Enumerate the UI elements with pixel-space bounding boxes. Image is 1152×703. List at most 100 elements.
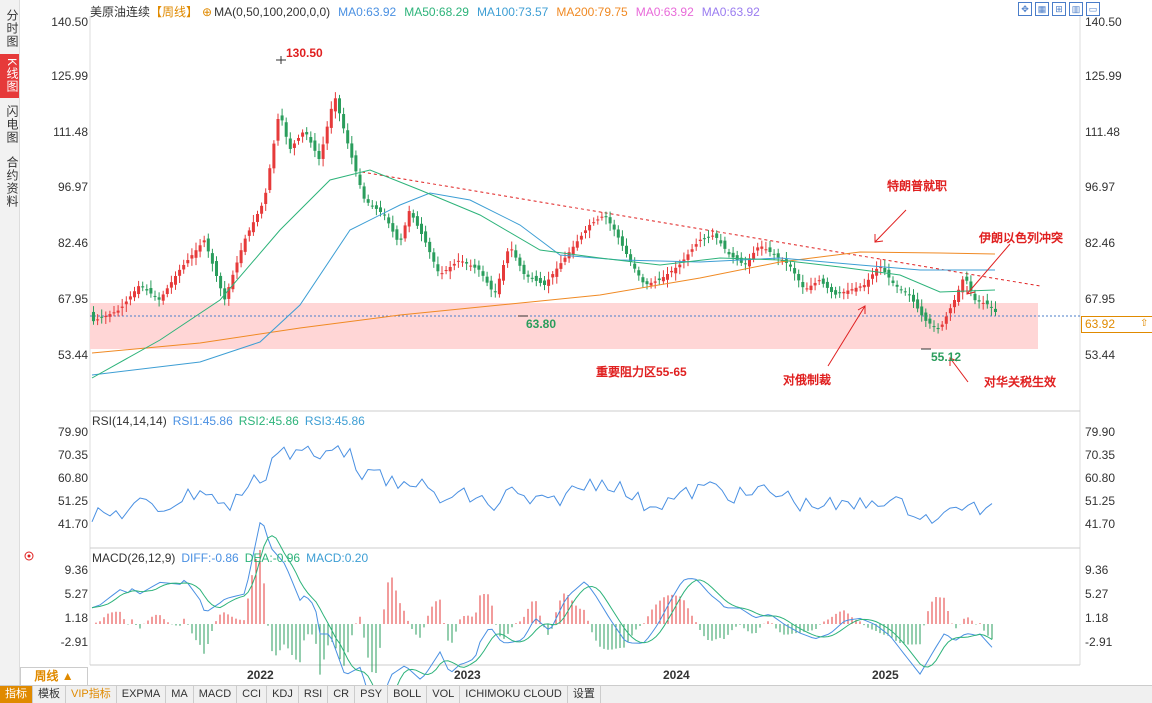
candle-body (821, 278, 825, 284)
candle-body (346, 130, 350, 144)
candle-body (456, 260, 460, 262)
tab-flash-chart[interactable]: 闪电图 (5, 104, 19, 144)
candle-body (547, 279, 551, 286)
tab-ichimoku[interactable]: ICHIMOKU CLOUD (460, 686, 568, 703)
candle-body (506, 251, 510, 264)
tab-timeshare[interactable]: 分时图 (5, 8, 19, 48)
candle-body (174, 276, 177, 285)
arrow-russia-head (857, 305, 866, 314)
candle-body (666, 274, 669, 280)
candle-body (395, 229, 399, 240)
ma200-line (91, 251, 996, 354)
layout-icon[interactable]: ▥ (1069, 2, 1083, 16)
candle-body (637, 270, 641, 276)
tab-kdj[interactable]: KDJ (267, 686, 299, 703)
candle-body (813, 282, 817, 286)
candle-body (128, 296, 132, 300)
ma-value-0: MA0:63.92 (338, 5, 397, 19)
tab-boll[interactable]: BOLL (388, 686, 428, 703)
tab-rsi[interactable]: RSI (299, 686, 329, 703)
tab-vip-indicators[interactable]: VIP指标 (66, 686, 117, 703)
candle-body (584, 230, 587, 234)
candle-body (411, 213, 415, 218)
candle-body (186, 260, 190, 264)
arrow-iran (966, 243, 1011, 295)
price-tick-left: 125.99 (51, 69, 88, 83)
candle-body (391, 223, 395, 232)
candle-body (161, 294, 165, 301)
price-box-arrow-icon: ⇧ (1140, 318, 1149, 329)
expand-icon[interactable]: ✥ (1018, 2, 1032, 16)
macd-title: MACD(26,12,9) DIFF:-0.86 DEA:-0.96 MACD:0.2… (92, 551, 374, 565)
candle-body (772, 253, 776, 255)
candle-body (616, 229, 620, 238)
year-label: 2023 (454, 668, 481, 682)
price-tick-left: 53.44 (57, 348, 88, 362)
tab-macd[interactable]: MACD (194, 686, 238, 703)
candle-body (317, 150, 321, 159)
grid-icon[interactable]: ▦ (1035, 2, 1049, 16)
candle-body (748, 258, 751, 267)
candle-body (907, 294, 911, 296)
tab-ma[interactable]: MA (166, 686, 194, 703)
price-tick-left: 67.95 (57, 292, 88, 306)
candle-body (149, 288, 153, 294)
candle-body (534, 275, 538, 281)
tab-settings[interactable]: 设置 (568, 686, 601, 703)
tab-expma[interactable]: EXPMA (117, 686, 167, 703)
candle-body (571, 246, 575, 255)
tab-templates[interactable]: 模板 (33, 686, 66, 703)
rsi-tick-left: 70.35 (57, 448, 88, 462)
year-label: 2022 (247, 668, 274, 682)
candle-body (678, 264, 682, 268)
candle-body (912, 294, 915, 302)
candle-body (793, 268, 797, 274)
candle-body (231, 274, 235, 290)
candle-body (649, 282, 653, 286)
low1-label: 63.80 (526, 317, 557, 331)
tab-psy[interactable]: PSY (355, 686, 389, 703)
candle-body (358, 174, 362, 185)
candle-body (415, 216, 419, 226)
period-selector[interactable]: 周线 ▲ (20, 667, 88, 686)
candle-body (227, 287, 231, 299)
tab-cr[interactable]: CR (328, 686, 356, 703)
ma-value-5: MA0:63.92 (701, 5, 760, 19)
candle-body (100, 316, 104, 318)
settings-icon[interactable]: ⊕ (202, 5, 213, 19)
candle-body (944, 316, 948, 324)
candle-body (120, 306, 124, 308)
candle-body (850, 289, 854, 291)
candle-body (600, 216, 604, 218)
arrow-trump (874, 209, 907, 243)
tab-kline[interactable]: K线图 (0, 54, 19, 98)
candle-body (292, 143, 296, 148)
annotation-tariff: 对华关税生效 (984, 375, 1057, 389)
macd-dea-line (91, 535, 993, 702)
candle-body (661, 277, 665, 282)
candle-body (247, 230, 251, 236)
tab-cci[interactable]: CCI (237, 686, 268, 703)
price-tick-left: 140.50 (51, 15, 88, 29)
candle-body (526, 274, 530, 277)
candle-body (977, 300, 981, 302)
candle-body (325, 126, 329, 144)
candle-body (620, 236, 624, 246)
candle-body (854, 287, 858, 292)
candle-body (936, 327, 940, 330)
candle-body (465, 262, 469, 264)
candle-body (407, 211, 411, 227)
fullscreen-icon[interactable]: ⊞ (1052, 2, 1066, 16)
candle-body (206, 238, 210, 252)
candle-body (596, 219, 600, 221)
candle-body (715, 233, 719, 238)
candle-body (641, 277, 645, 283)
indicator-tab-bar: 指标 模板 VIP指标 EXPMA MA MACD CCI KDJ RSI CR… (0, 685, 1152, 703)
minimize-icon[interactable]: ▭ (1086, 2, 1100, 16)
tab-vol[interactable]: VOL (427, 686, 461, 703)
candle-body (723, 240, 727, 249)
tab-indicators[interactable]: 指标 (0, 686, 33, 703)
tab-contract-info[interactable]: 合约资料 (5, 156, 19, 208)
candle-body (592, 222, 596, 224)
